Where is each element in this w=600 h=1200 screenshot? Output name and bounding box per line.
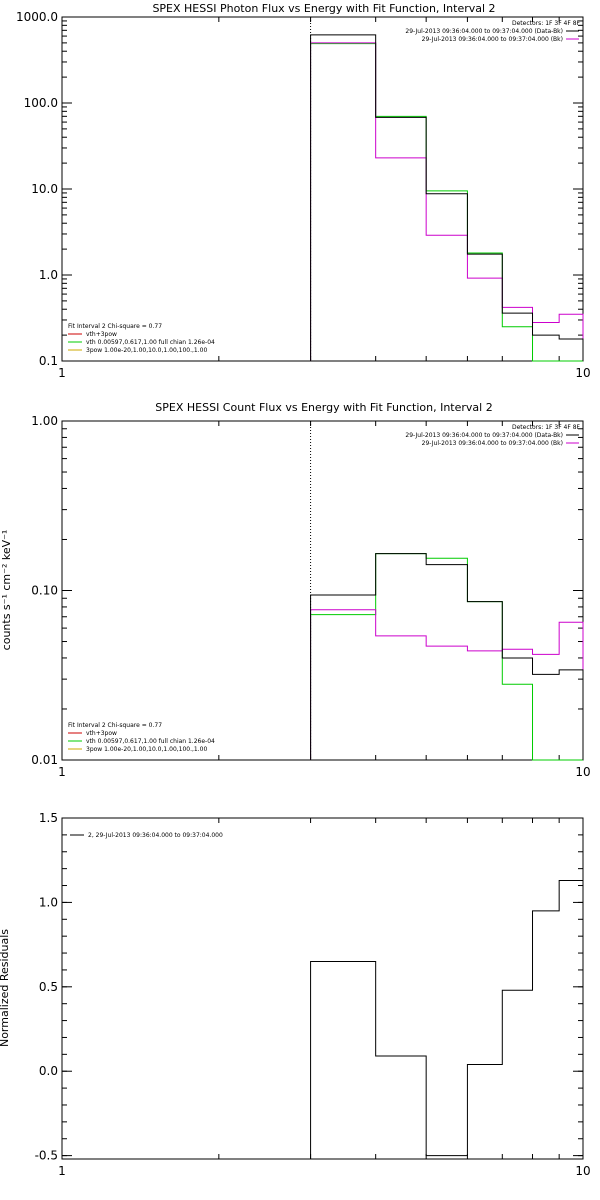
count-flux-fit-legend-item: vth+3pow <box>86 730 117 737</box>
photon-flux-series-step <box>310 34 584 361</box>
photon-flux-detectors-label: Detectors: 1F 3F 4F 8F <box>512 20 581 27</box>
photon-flux-title: SPEX HESSI Photon Flux vs Energy with Fi… <box>152 2 495 15</box>
residuals-frame <box>61 817 584 1160</box>
photon-flux-series-step <box>310 42 584 361</box>
photon-flux-ytick-label: 10.0 <box>31 182 58 196</box>
residuals-ytick-label: -0.5 <box>35 1149 58 1163</box>
photon-flux-ytick-label: 1000.0 <box>16 10 58 24</box>
count-flux-header-line: 29-Jul-2013 09:36:04.000 to 09:37:04.000… <box>405 432 563 439</box>
photon-flux-header-line: 29-Jul-2013 09:36:04.000 to 09:37:04.000… <box>422 36 563 43</box>
photon-flux-fit-legend-item: 3pow 1.00e-20,1.00,10.0,1.00,100.,1.00 <box>86 347 207 354</box>
count-flux-plot: 1 100.010.101.00 Detectors: 1F 3F 4F 8F29-… <box>31 414 590 779</box>
residuals-series-step <box>310 879 583 1159</box>
count-flux-series-step <box>310 553 583 761</box>
photon-flux-ytick-label: 0.1 <box>39 354 58 368</box>
photon-flux-xtick-label: 10 <box>575 366 590 380</box>
photon-flux-xtick-label: 1 <box>58 366 66 380</box>
count-flux-frame <box>61 420 584 761</box>
residuals-ytick-label: 0.0 <box>39 1064 58 1078</box>
count-flux-series-step <box>310 609 584 760</box>
photon-flux-ytick-label: 100.0 <box>24 96 58 110</box>
count-flux-fit-legend-item: vth 0.00597,0.617,1.00 full chian 1.26e-… <box>86 738 215 745</box>
residuals-ylabel: Normalized Residuals <box>0 929 11 1047</box>
photon-flux-fit-legend-item: vth 0.00597,0.617,1.00 full chian 1.26e-… <box>86 339 215 346</box>
photon-flux-fit-legend-title: Fit Interval 2 Chi-square = 0.77 <box>68 323 162 330</box>
residuals-ytick-label: 1.5 <box>39 811 58 825</box>
count-flux-detectors-label: Detectors: 1F 3F 4F 8F <box>512 424 581 431</box>
count-flux-panel: SPEX HESSI Count Flux vs Energy with Fit… <box>0 401 591 779</box>
photon-flux-header-line: 29-Jul-2013 09:36:04.000 to 09:37:04.000… <box>405 28 563 35</box>
count-flux-xtick-label: 10 <box>575 765 590 779</box>
count-flux-ytick-label: 0.01 <box>31 753 58 767</box>
count-flux-series-step <box>310 553 584 760</box>
residuals-legend-text: 2, 29-Jul-2013 09:36:04.000 to 09:37:04.… <box>88 832 223 839</box>
photon-flux-ytick-label: 1.0 <box>39 268 58 282</box>
photon-flux-fit-legend-item: vth+3pow <box>86 331 117 338</box>
photon-flux-plot: 1 10 0.1 1.0 10.0 100.0 1000.0 Detectors: 1F 3F… <box>16 10 591 380</box>
count-flux-fit-legend-item: 3pow 1.00e-20,1.00,10.0,1.00,100.,1.00 <box>86 746 207 753</box>
residuals-ytick-label: 1.0 <box>39 895 58 909</box>
photon-flux-panel: SPEX HESSI Photon Flux vs Energy with Fi… <box>16 2 591 380</box>
count-flux-ytick-label: 0.10 <box>31 584 58 598</box>
count-flux-xtick-label: 1 <box>58 765 66 779</box>
photon-flux-series-step <box>310 43 583 362</box>
residuals-plot: 1 10 -0.5 0.0 0.5 1.0 1.5 2, 29-Jul-2013 09:36:… <box>35 811 591 1178</box>
photon-flux-frame <box>61 16 584 362</box>
count-flux-fit-legend-title: Fit Interval 2 Chi-square = 0.77 <box>68 722 162 729</box>
residuals-xtick-label: 1 <box>58 1164 66 1178</box>
count-flux-ytick-label: 1.00 <box>31 414 58 428</box>
residuals-xtick-label: 10 <box>575 1164 590 1178</box>
count-flux-header-line: 29-Jul-2013 09:36:04.000 to 09:37:04.000… <box>422 440 563 447</box>
count-flux-title: SPEX HESSI Count Flux vs Energy with Fit… <box>155 401 492 414</box>
residuals-ytick-label: 0.5 <box>39 980 58 994</box>
residuals-panel: Normalized Residuals 1 10 -0.5 0.0 0.5 1.0 1.5… <box>0 811 591 1178</box>
count-flux-ylabel: counts s⁻¹ cm⁻² keV⁻¹ <box>0 530 13 651</box>
